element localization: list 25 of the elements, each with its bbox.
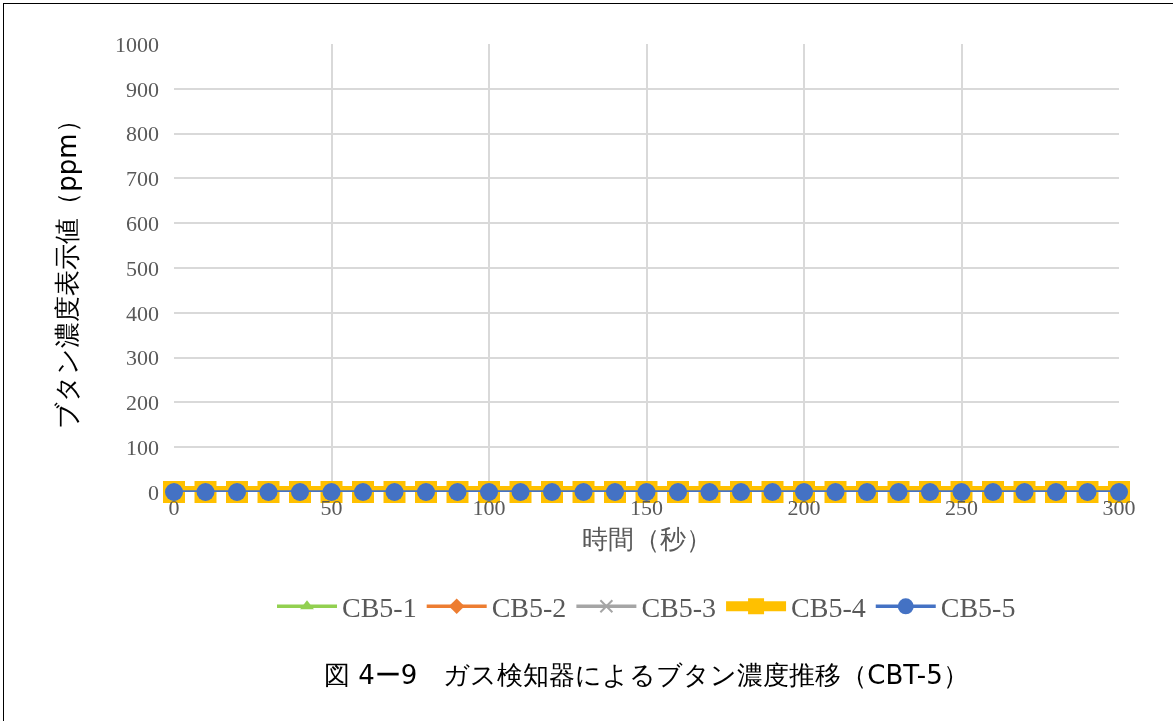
legend-label: CB5-2 <box>491 592 567 624</box>
x-tick-label: 200 <box>787 495 821 520</box>
x-tick-label: 100 <box>472 495 506 520</box>
y-tick-label: 300 <box>126 345 159 371</box>
legend-label: CB5-4 <box>791 592 866 624</box>
y-tick-label: 200 <box>126 390 159 416</box>
x-tick-label: 250 <box>945 495 978 520</box>
legend-label: CB5-5 <box>940 592 1016 624</box>
y-tick-label: 800 <box>126 121 159 147</box>
y-tick-label: 1000 <box>115 31 159 57</box>
x-tick-label: 300 <box>1102 495 1136 520</box>
x-axis-title: 時間（秒） <box>581 524 712 554</box>
y-tick-label: 400 <box>126 300 159 326</box>
y-tick-label: 500 <box>126 255 159 281</box>
x-tick-label: 0 <box>168 495 180 520</box>
x-tick-label: 150 <box>630 495 663 520</box>
y-tick-label: 600 <box>126 210 159 236</box>
y-tick-label: 100 <box>126 434 159 460</box>
text: 図 4ー9 ガス検知器によるブタン濃度推移（CBT-5） <box>324 660 969 690</box>
y-tick-label: 700 <box>126 166 159 192</box>
legend-label: CB5-1 <box>342 592 417 624</box>
y-axis-title: ブタン濃度表示値（ppm） <box>52 107 83 429</box>
x-tick-label: 50 <box>320 495 343 520</box>
y-tick-label: 900 <box>126 76 159 102</box>
legend-label: CB5-3 <box>641 592 717 624</box>
